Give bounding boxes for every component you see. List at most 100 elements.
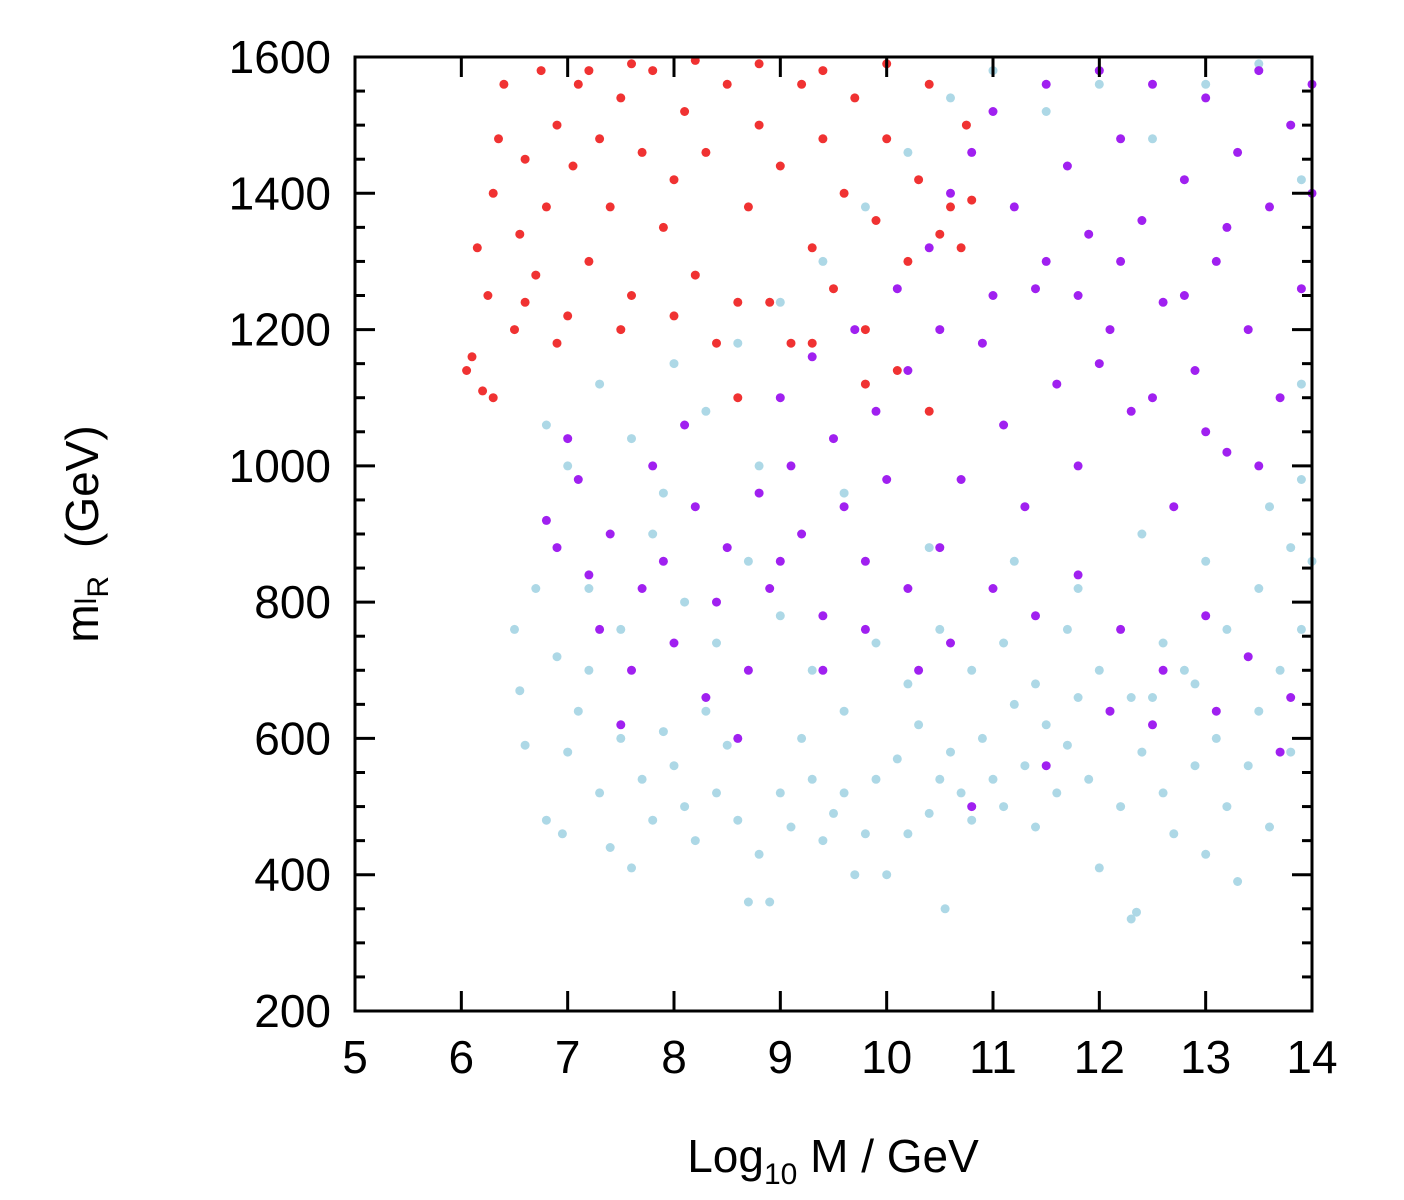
data-point-series-0-85 — [743, 556, 753, 566]
data-point-series-2-59 — [616, 325, 626, 335]
y-axis-label-sub1: l — [70, 598, 103, 605]
ticks-layer — [353, 55, 1314, 1013]
data-point-series-0-76 — [1275, 665, 1285, 675]
data-point-series-0-22 — [722, 740, 732, 750]
data-point-series-1-78 — [988, 584, 998, 593]
data-point-series-2-30 — [712, 338, 721, 348]
data-point-series-0-73 — [1243, 761, 1253, 771]
data-point-series-1-69 — [1275, 393, 1285, 403]
data-point-series-1-29 — [850, 325, 860, 335]
data-point-series-1-37 — [935, 543, 945, 553]
data-point-series-1-40 — [967, 147, 977, 157]
data-point-series-1-92 — [935, 325, 945, 335]
data-point-series-1-75 — [860, 624, 870, 634]
data-point-series-1-87 — [1041, 761, 1051, 771]
data-point-series-2-21 — [616, 93, 626, 103]
data-point-series-0-5 — [552, 652, 562, 662]
data-point-series-2-54 — [961, 120, 971, 130]
data-point-series-2-53 — [956, 243, 966, 253]
data-point-series-1-80 — [1073, 570, 1083, 580]
data-point-series-1-17 — [722, 543, 732, 553]
data-point-series-1-94 — [1041, 256, 1051, 266]
data-point-series-2-29 — [701, 147, 711, 157]
data-point-series-2-20 — [605, 202, 615, 212]
data-point-series-1-68 — [1265, 202, 1274, 212]
data-point-series-2-2 — [472, 243, 482, 253]
plot-frame — [353, 55, 1314, 1013]
data-point-series-2-34 — [754, 120, 764, 130]
data-point-series-1-67 — [1254, 66, 1264, 76]
data-point-series-1-58 — [1158, 297, 1168, 307]
data-point-series-0-26 — [765, 897, 775, 907]
data-point-series-2-65 — [584, 66, 594, 76]
data-point-series-0-41 — [924, 808, 934, 818]
data-point-series-1-83 — [1201, 611, 1211, 621]
data-point-series-0-66 — [1169, 829, 1179, 839]
data-point-series-1-4 — [584, 570, 594, 580]
data-point-series-1-100 — [1073, 291, 1083, 300]
data-point-series-0-56 — [1073, 693, 1083, 702]
x-axis-label-rest: M / GeV — [797, 1130, 979, 1182]
data-point-series-1-93 — [988, 291, 998, 300]
data-point-series-0-7 — [563, 747, 573, 757]
data-point-series-0-37 — [882, 870, 892, 880]
data-point-series-1-21 — [765, 584, 775, 593]
data-point-series-2-66 — [627, 59, 636, 69]
data-point-series-1-84 — [1243, 652, 1253, 662]
y-tick-label: 600 — [254, 712, 331, 764]
data-point-series-1-7 — [616, 720, 626, 730]
data-point-series-1-20 — [754, 488, 764, 498]
data-point-series-0-51 — [1020, 761, 1030, 771]
data-point-series-2-64 — [924, 406, 934, 416]
data-point-series-0-16 — [658, 727, 668, 737]
data-point-series-2-50 — [924, 79, 934, 89]
data-point-series-2-32 — [733, 393, 743, 403]
data-point-series-2-39 — [807, 243, 817, 253]
data-point-series-0-31 — [818, 836, 828, 846]
data-point-series-1-82 — [1158, 665, 1168, 675]
data-point-series-0-129 — [924, 543, 934, 553]
data-point-series-1-50 — [1073, 461, 1083, 471]
data-point-series-0-90 — [903, 679, 913, 689]
x-tick-label: 14 — [1286, 1031, 1337, 1083]
svg-text:mlR(GeV): mlR (GeV) — [56, 425, 115, 642]
data-point-series-0-99 — [1190, 679, 1200, 689]
data-point-series-2-6 — [494, 134, 503, 144]
data-point-series-2-25 — [658, 222, 668, 232]
data-point-series-0-19 — [690, 836, 700, 846]
data-point-series-2-48 — [903, 256, 913, 266]
x-tick-label: 6 — [449, 1031, 475, 1083]
x-axis-label: Log10 M / GeV — [687, 1130, 979, 1191]
data-point-series-1-47 — [1041, 79, 1051, 89]
data-point-series-0-81 — [616, 624, 626, 634]
data-point-series-2-27 — [680, 107, 690, 116]
data-point-series-1-45 — [1020, 502, 1030, 512]
data-point-series-0-121 — [1296, 175, 1306, 185]
data-point-series-0-83 — [680, 597, 690, 607]
data-point-series-0-77 — [1286, 747, 1296, 757]
data-point-series-0-21 — [712, 788, 721, 798]
data-point-series-0-63 — [1137, 747, 1147, 757]
data-point-series-2-4 — [483, 291, 493, 300]
data-point-series-0-98 — [1158, 638, 1168, 648]
data-point-series-0-20 — [701, 706, 711, 716]
data-point-series-0-4 — [541, 815, 551, 825]
data-point-series-2-14 — [552, 120, 562, 130]
data-point-series-0-47 — [977, 733, 987, 743]
data-point-series-1-8 — [627, 665, 636, 675]
data-point-series-0-48 — [988, 774, 998, 784]
data-point-series-0-107 — [669, 359, 679, 369]
data-point-series-1-73 — [775, 556, 785, 566]
data-point-series-1-66 — [1243, 325, 1253, 335]
x-tick-label: 9 — [768, 1031, 794, 1083]
data-point-series-1-33 — [892, 284, 902, 294]
data-point-series-1-2 — [563, 434, 573, 444]
x-tick-label: 10 — [861, 1031, 912, 1083]
y-tick-label: 1200 — [229, 304, 331, 356]
data-point-series-0-29 — [797, 733, 807, 743]
data-point-series-1-81 — [1116, 624, 1126, 634]
data-point-series-0-12 — [616, 733, 626, 743]
data-point-series-0-25 — [754, 849, 764, 859]
data-point-series-0-28 — [786, 822, 796, 832]
